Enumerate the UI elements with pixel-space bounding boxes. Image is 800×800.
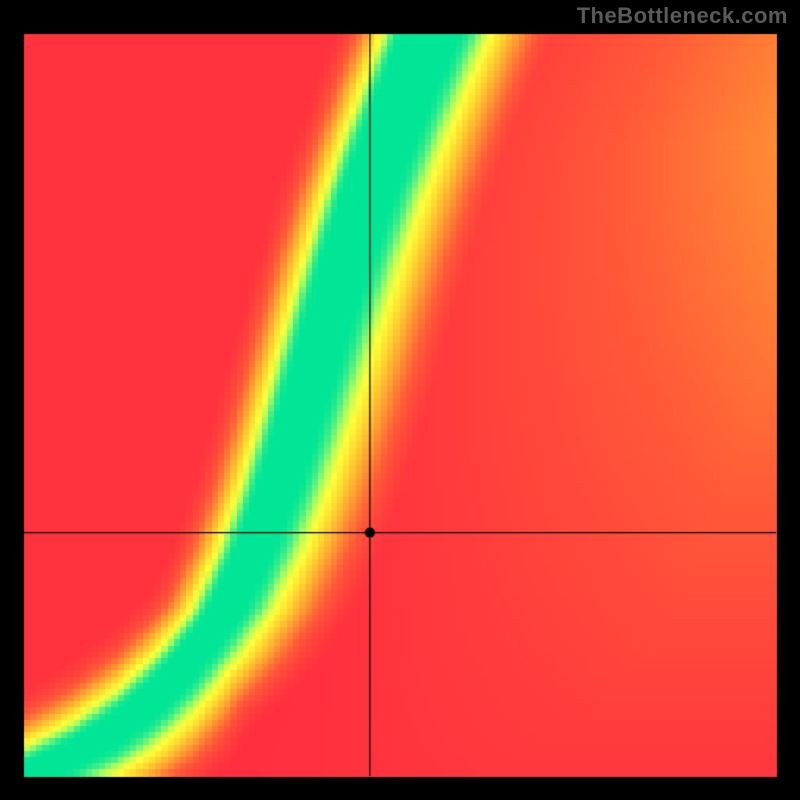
attribution-text: TheBottleneck.com: [577, 3, 788, 29]
bottleneck-heatmap: [0, 0, 800, 800]
